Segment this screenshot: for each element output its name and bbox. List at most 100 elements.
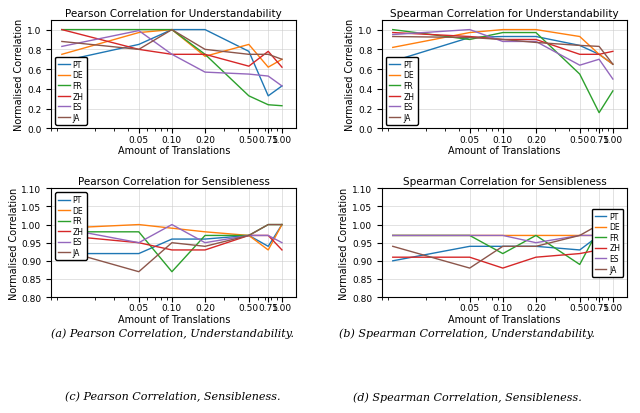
Line: ES: ES	[62, 31, 282, 87]
PT	[201, 237, 209, 242]
FR	[58, 28, 66, 33]
ES	[466, 233, 474, 238]
DE	[595, 53, 603, 58]
ES	[58, 45, 66, 50]
DE	[595, 233, 603, 238]
Line: ZH: ZH	[393, 250, 613, 268]
ES	[595, 233, 603, 238]
Legend: PT, DE, FR, ZH, ES, JA: PT, DE, FR, ZH, ES, JA	[55, 58, 86, 126]
JA	[264, 223, 272, 228]
X-axis label: Amount of Translations: Amount of Translations	[449, 146, 561, 156]
FR	[532, 233, 540, 238]
JA	[278, 223, 286, 228]
JA	[595, 223, 603, 228]
ES	[278, 84, 286, 89]
JA	[609, 223, 617, 228]
Line: DE: DE	[62, 31, 282, 68]
ES	[499, 40, 507, 45]
Y-axis label: Normalised Correlation: Normalised Correlation	[14, 19, 24, 131]
PT	[264, 94, 272, 99]
PT	[576, 44, 584, 49]
JA	[135, 48, 143, 53]
JA	[532, 41, 540, 46]
PT	[532, 35, 540, 40]
ZH	[264, 233, 272, 238]
ES	[201, 241, 209, 246]
Title: Pearson Correlation for Sensibleness: Pearson Correlation for Sensibleness	[78, 177, 269, 187]
FR	[168, 28, 176, 33]
ES	[201, 71, 209, 76]
ZH	[609, 248, 617, 253]
ES	[135, 29, 143, 34]
PT	[499, 244, 507, 249]
FR	[595, 111, 603, 116]
FR	[168, 270, 176, 275]
DE	[532, 233, 540, 238]
FR	[576, 72, 584, 77]
DE	[58, 53, 66, 58]
PT	[168, 28, 176, 33]
Line: JA: JA	[62, 31, 282, 60]
Line: DE: DE	[393, 225, 613, 236]
DE	[58, 226, 66, 231]
PT	[278, 223, 286, 228]
ZH	[58, 233, 66, 238]
DE	[499, 28, 507, 33]
PT	[168, 237, 176, 242]
ES	[264, 233, 272, 238]
DE	[576, 233, 584, 238]
Text: (a) Pearson Correlation, Understandability.: (a) Pearson Correlation, Understandabili…	[51, 327, 294, 338]
PT	[595, 53, 603, 58]
DE	[278, 58, 286, 63]
PT	[245, 50, 253, 55]
JA	[609, 62, 617, 67]
ZH	[135, 241, 143, 246]
JA	[595, 45, 603, 50]
ZH	[609, 50, 617, 55]
ES	[168, 53, 176, 58]
DE	[135, 31, 143, 36]
JA	[389, 35, 397, 40]
DE	[466, 31, 474, 36]
ZH	[168, 248, 176, 253]
FR	[245, 94, 253, 99]
FR	[264, 223, 272, 228]
JA	[499, 38, 507, 43]
JA	[201, 244, 209, 249]
ZH	[499, 266, 507, 271]
ES	[168, 223, 176, 228]
FR	[278, 104, 286, 109]
FR	[58, 230, 66, 235]
Line: JA: JA	[393, 38, 613, 65]
ES	[532, 241, 540, 246]
Y-axis label: Normalised Correlation: Normalised Correlation	[345, 19, 355, 131]
ES	[58, 226, 66, 231]
DE	[168, 28, 176, 33]
ES	[609, 77, 617, 82]
Legend: PT, DE, FR, ZH, ES, JA: PT, DE, FR, ZH, ES, JA	[592, 209, 623, 277]
Text: (c) Pearson Correlation, Sensibleness.: (c) Pearson Correlation, Sensibleness.	[65, 392, 280, 401]
JA	[576, 233, 584, 238]
Line: PT: PT	[62, 225, 282, 254]
X-axis label: Amount of Translations: Amount of Translations	[449, 314, 561, 324]
Line: ES: ES	[393, 31, 613, 80]
PT	[466, 36, 474, 41]
Line: DE: DE	[62, 225, 282, 250]
Title: Spearman Correlation for Sensibleness: Spearman Correlation for Sensibleness	[403, 177, 607, 187]
JA	[168, 241, 176, 246]
Y-axis label: Normalised Correlation: Normalised Correlation	[8, 187, 19, 299]
ES	[609, 233, 617, 238]
DE	[201, 230, 209, 235]
ES	[466, 28, 474, 33]
Line: ZH: ZH	[62, 236, 282, 250]
DE	[264, 66, 272, 71]
ZH	[389, 255, 397, 260]
DE	[245, 233, 253, 238]
FR	[499, 252, 507, 256]
Text: (d) Spearman Correlation, Sensibleness.: (d) Spearman Correlation, Sensibleness.	[353, 391, 582, 402]
DE	[135, 223, 143, 228]
ES	[264, 74, 272, 79]
DE	[278, 223, 286, 228]
PT	[389, 59, 397, 64]
ZH	[532, 255, 540, 260]
